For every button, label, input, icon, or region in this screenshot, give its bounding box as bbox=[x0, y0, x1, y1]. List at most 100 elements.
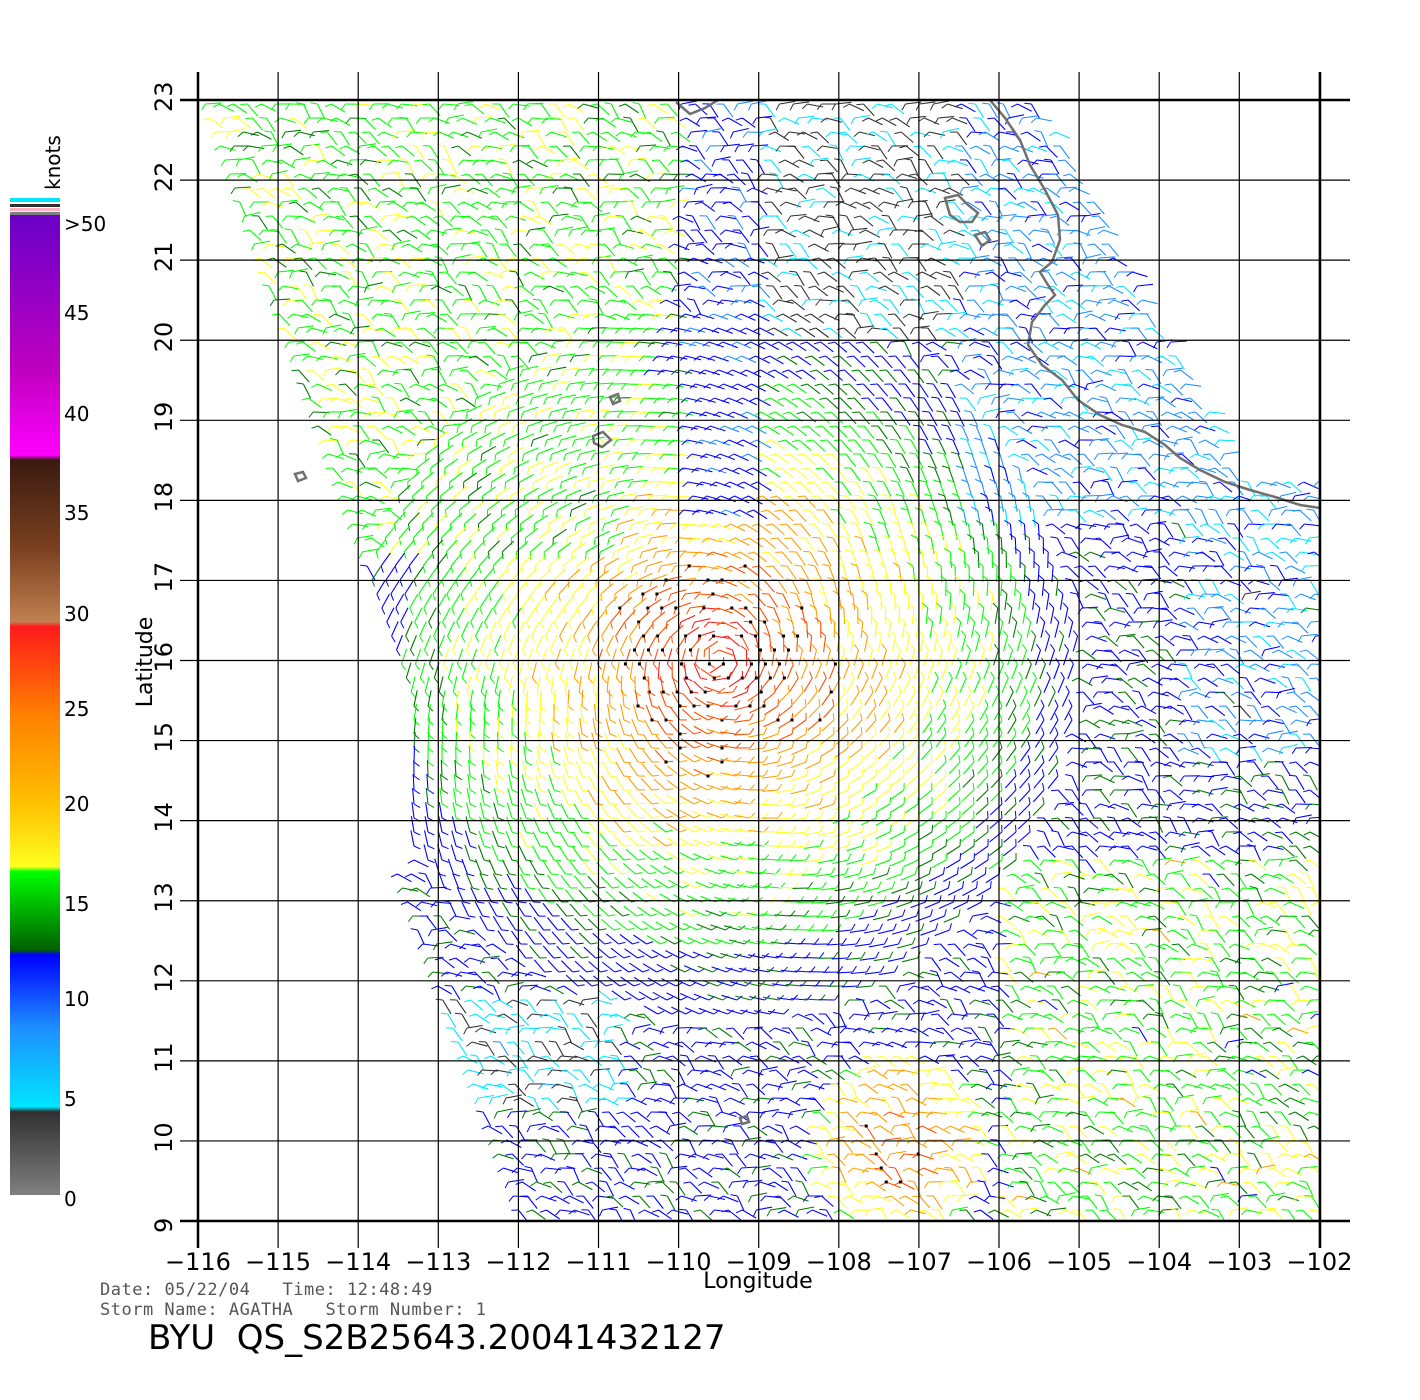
wind-vector bbox=[951, 397, 961, 413]
wind-barb bbox=[695, 439, 702, 445]
wind-vector bbox=[500, 459, 516, 469]
wind-barb bbox=[822, 285, 830, 291]
wind-vector bbox=[809, 509, 820, 523]
wind-barb bbox=[316, 117, 323, 124]
wind-vector bbox=[305, 271, 314, 287]
wind-vector bbox=[780, 467, 794, 479]
wind-vector bbox=[492, 513, 506, 525]
wind-barb bbox=[736, 439, 744, 444]
wind-barb bbox=[604, 102, 612, 105]
wind-vector bbox=[970, 369, 985, 379]
wind-barb bbox=[719, 551, 727, 556]
wind-vector bbox=[961, 103, 976, 113]
wind-vector bbox=[576, 243, 593, 249]
wind-barb bbox=[1141, 509, 1146, 516]
wind-vector bbox=[808, 184, 825, 189]
wind-barb bbox=[501, 285, 508, 291]
wind-barb bbox=[834, 313, 840, 320]
wind-barb bbox=[1015, 313, 1022, 320]
wind-barb bbox=[1024, 575, 1031, 581]
wind-vector bbox=[379, 200, 396, 203]
wind-barb bbox=[362, 131, 370, 133]
wind-vector bbox=[532, 433, 549, 441]
legend-label: 35 bbox=[64, 501, 89, 525]
wind-barb bbox=[924, 534, 932, 539]
wind-vector bbox=[465, 594, 475, 609]
wind-vector bbox=[1003, 425, 1018, 436]
wind-barb bbox=[776, 313, 784, 318]
wind-barb bbox=[574, 523, 577, 531]
wind-vector bbox=[519, 243, 532, 257]
wind-barb bbox=[1229, 607, 1237, 613]
wind-barb bbox=[840, 536, 848, 539]
wind-barb bbox=[963, 369, 971, 374]
wind-vector bbox=[434, 117, 450, 124]
wind-barb bbox=[1107, 299, 1115, 305]
wind-vector bbox=[1085, 579, 1099, 591]
wind-vector bbox=[367, 369, 376, 385]
wind-barb bbox=[608, 187, 614, 194]
wind-vector bbox=[503, 117, 516, 130]
wind-vector bbox=[457, 418, 473, 427]
wind-barb bbox=[1003, 397, 1009, 404]
wind-vector bbox=[1142, 620, 1159, 623]
wind-vector bbox=[1209, 453, 1222, 467]
wind-vector bbox=[855, 201, 871, 210]
wind-vector bbox=[672, 159, 689, 162]
wind-vector bbox=[940, 285, 951, 300]
wind-barb bbox=[593, 383, 598, 391]
wind-vector bbox=[463, 201, 479, 210]
wind-vector bbox=[354, 369, 366, 383]
wind-barb bbox=[1053, 383, 1060, 390]
wind-barb bbox=[961, 355, 967, 363]
wind-vector bbox=[949, 551, 953, 568]
wind-vector bbox=[1065, 481, 1076, 496]
wind-vector bbox=[589, 477, 606, 483]
wind-barb bbox=[701, 173, 707, 180]
wind-vector bbox=[451, 594, 461, 609]
wind-barb bbox=[1223, 593, 1232, 597]
wind-vector bbox=[345, 383, 357, 396]
wind-vector bbox=[983, 327, 999, 337]
wind-vector bbox=[336, 397, 352, 404]
wind-barb bbox=[992, 243, 997, 251]
wind-vector bbox=[878, 509, 887, 525]
wind-barb bbox=[556, 397, 561, 405]
wind-barb bbox=[1033, 481, 1039, 488]
wind-barb bbox=[1148, 453, 1155, 460]
wind-barb bbox=[918, 200, 926, 203]
wind-barb bbox=[1174, 411, 1182, 416]
wind-vector bbox=[698, 551, 715, 556]
wind-barb bbox=[866, 327, 873, 334]
wind-vector bbox=[1113, 299, 1130, 307]
wind-vector bbox=[1215, 551, 1225, 567]
wind-vector bbox=[669, 229, 685, 236]
wind-vector bbox=[1127, 579, 1138, 594]
wind-barb bbox=[1090, 369, 1097, 375]
wind-vector bbox=[623, 532, 639, 539]
wind-vector bbox=[869, 481, 879, 497]
wind-barb bbox=[385, 579, 389, 587]
wind-barb bbox=[1090, 481, 1095, 489]
wind-barb bbox=[1133, 607, 1139, 614]
wind-barb bbox=[772, 618, 779, 623]
wind-barb bbox=[455, 579, 459, 587]
wind-vector bbox=[748, 215, 761, 228]
wind-barb bbox=[1095, 299, 1101, 307]
wind-barb bbox=[382, 187, 389, 191]
rain-flag bbox=[642, 634, 646, 638]
wind-vector bbox=[423, 284, 440, 287]
wind-barb bbox=[987, 588, 994, 595]
wind-barb bbox=[1009, 533, 1016, 539]
wind-barb bbox=[612, 439, 618, 447]
wind-barb bbox=[598, 551, 601, 559]
wind-barb bbox=[1026, 425, 1033, 432]
wind-vector bbox=[933, 145, 944, 160]
wind-vector bbox=[543, 229, 554, 244]
wind-barb bbox=[768, 411, 776, 415]
wind-barb bbox=[983, 144, 991, 147]
wind-vector bbox=[860, 537, 868, 554]
wind-barb bbox=[1065, 578, 1073, 581]
wind-vector bbox=[1158, 467, 1175, 472]
wind-vector bbox=[805, 298, 823, 301]
